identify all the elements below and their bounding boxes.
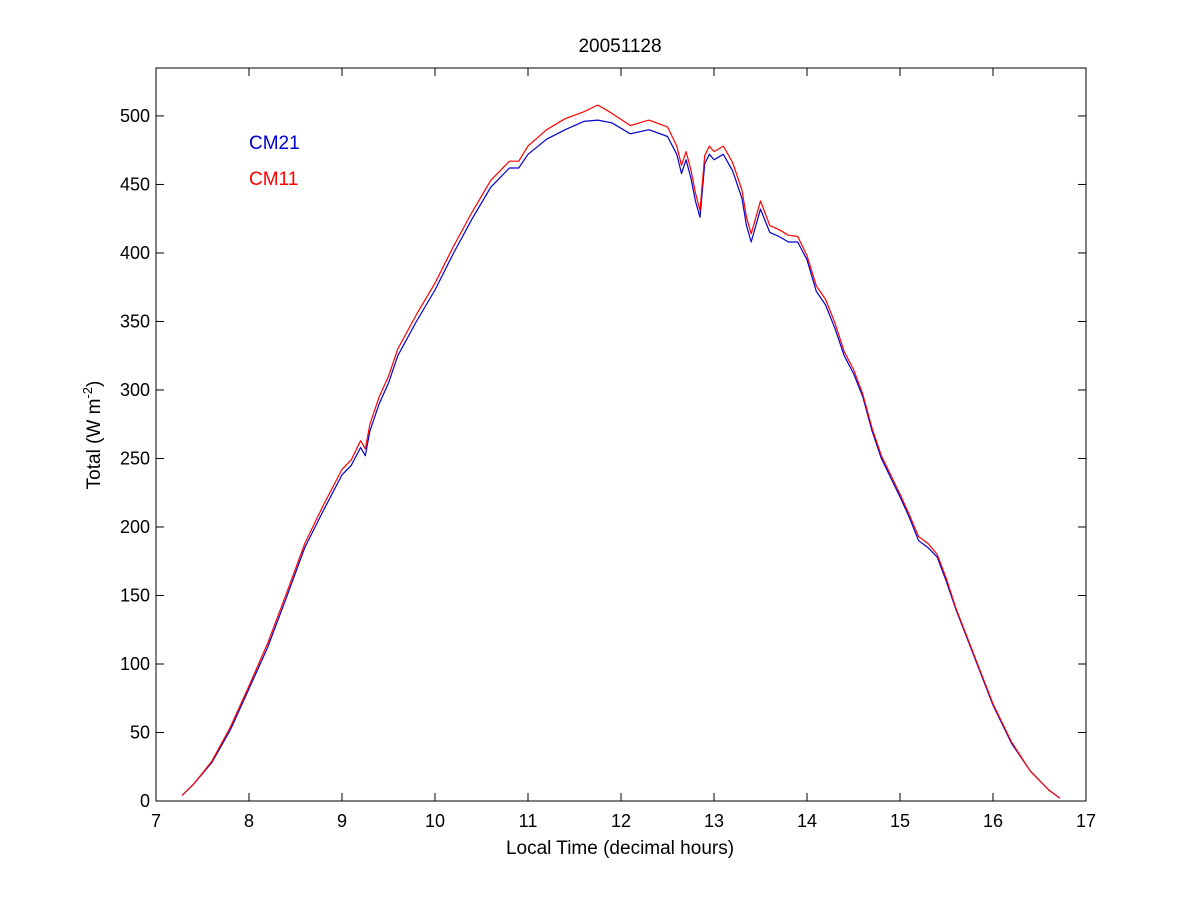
x-tick-label: 11 bbox=[519, 811, 538, 831]
y-tick-label: 450 bbox=[120, 174, 150, 194]
y-tick-label: 50 bbox=[130, 722, 150, 742]
x-tick-label: 16 bbox=[983, 811, 1003, 831]
y-axis-label-superscript: -2 bbox=[80, 387, 95, 399]
y-tick-label: 100 bbox=[120, 654, 150, 674]
x-tick-label: 13 bbox=[704, 811, 724, 831]
x-axis: 7 8 9 10 11 12 13 14 15 16 17 bbox=[151, 68, 1096, 831]
y-tick-label: 150 bbox=[120, 585, 150, 605]
x-tick-label: 8 bbox=[244, 811, 254, 831]
x-tick-label: 12 bbox=[611, 811, 631, 831]
chart-title: 20051128 bbox=[578, 36, 661, 57]
y-axis-label-suffix: ) bbox=[84, 381, 105, 387]
x-tick-label: 7 bbox=[151, 811, 161, 831]
legend-entry-cm11: CM11 bbox=[249, 169, 298, 190]
x-tick-label: 9 bbox=[337, 811, 347, 831]
y-tick-label: 0 bbox=[140, 791, 150, 811]
legend-entry-cm21: CM21 bbox=[249, 133, 300, 154]
y-axis: 0 50 100 150 200 250 300 350 400 450 500 bbox=[120, 106, 1086, 811]
plot-area bbox=[156, 68, 1086, 801]
series-line-cm21 bbox=[181, 119, 1061, 799]
y-axis-label: Total (W m-2) bbox=[80, 381, 105, 490]
x-axis-label: Local Time (decimal hours) bbox=[506, 838, 734, 859]
y-tick-label: 300 bbox=[120, 380, 150, 400]
y-tick-label: 400 bbox=[120, 243, 150, 263]
legend: CM21 CM11 bbox=[249, 133, 300, 190]
x-tick-label: 17 bbox=[1076, 811, 1096, 831]
x-tick-label: 14 bbox=[797, 811, 817, 831]
y-tick-label: 350 bbox=[120, 311, 150, 331]
x-tick-label: 10 bbox=[425, 811, 445, 831]
y-tick-label: 200 bbox=[120, 517, 150, 537]
y-tick-label: 500 bbox=[120, 106, 150, 126]
series-line-cm11 bbox=[181, 104, 1061, 799]
series-layer bbox=[181, 104, 1061, 799]
y-tick-label: 250 bbox=[120, 448, 150, 468]
x-tick-label: 15 bbox=[890, 811, 910, 831]
y-axis-label-prefix: Total (W m bbox=[84, 399, 105, 490]
